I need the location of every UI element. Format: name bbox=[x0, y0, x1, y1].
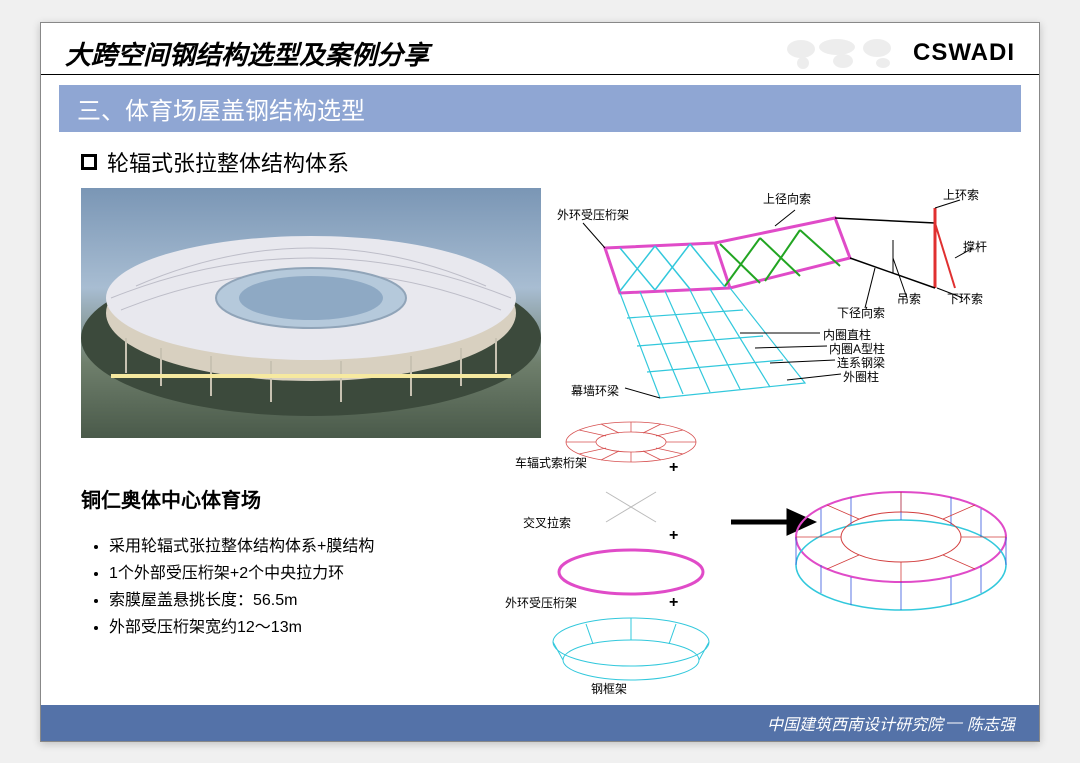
square-bullet-icon bbox=[81, 154, 97, 170]
assy-label-spoke: 车辐式索桁架 bbox=[515, 454, 587, 471]
section-heading-text: 轮辐式张拉整体结构体系 bbox=[107, 146, 349, 178]
label-hanger: 吊索 bbox=[897, 290, 921, 307]
assy-label-outer-truss: 外环受压桁架 bbox=[505, 594, 577, 611]
footer-bar: 中国建筑西南设计研究院 — 陈志强 bbox=[41, 705, 1039, 741]
footer-sep: — bbox=[947, 714, 963, 732]
svg-text:+: + bbox=[669, 459, 678, 476]
header-right: CSWADI bbox=[779, 33, 1015, 73]
project-bullets: 采用轮辐式张拉整体结构体系+膜结构 1个外部受压桁架+2个中央拉力环 索膜屋盖悬… bbox=[81, 533, 541, 642]
label-lower-ring: 下环索 bbox=[947, 290, 983, 307]
label-upper-radial: 上径向索 bbox=[763, 190, 811, 207]
label-lower-radial: 下径向索 bbox=[837, 304, 885, 321]
assy-label-steel-frame: 钢框架 bbox=[591, 680, 627, 697]
stadium-rendering bbox=[81, 188, 541, 438]
footer-org: 中国建筑西南设计研究院 bbox=[767, 711, 943, 735]
bullet-item: 采用轮辐式张拉整体结构体系+膜结构 bbox=[109, 533, 541, 560]
left-column: 铜仁奥体中心体育场 采用轮辐式张拉整体结构体系+膜结构 1个外部受压桁架+2个中… bbox=[81, 188, 541, 642]
svg-text:+: + bbox=[669, 527, 678, 544]
assembly-diagram: + + + bbox=[501, 412, 1021, 702]
label-strut: 撑杆 bbox=[963, 238, 987, 255]
label-outer-col: 外圈柱 bbox=[843, 368, 879, 385]
label-curtain-ring: 幕墙环梁 bbox=[571, 382, 619, 399]
right-column: 外环受压桁架 上径向索 上环索 撑杆 下环索 吊索 下径向索 内圈直柱 内圈A型… bbox=[565, 188, 999, 418]
assy-label-cross: 交叉拉索 bbox=[523, 514, 571, 531]
world-map-icon bbox=[779, 33, 899, 73]
bullet-item: 1个外部受压桁架+2个中央拉力环 bbox=[109, 560, 541, 587]
label-upper-ring: 上环索 bbox=[943, 186, 979, 203]
header: 大跨空间钢结构选型及案例分享 CSWADI bbox=[41, 23, 1039, 75]
svg-text:+: + bbox=[669, 594, 678, 611]
bullet-item: 外部受压桁架宽约12～13m bbox=[109, 614, 541, 641]
section-diagram: 外环受压桁架 上径向索 上环索 撑杆 下环索 吊索 下径向索 内圈直柱 内圈A型… bbox=[565, 188, 985, 418]
main-title: 大跨空间钢结构选型及案例分享 bbox=[65, 35, 429, 72]
slide: 大跨空间钢结构选型及案例分享 CSWADI 三、体育场屋盖钢结构选型 轮辐式张拉… bbox=[40, 22, 1040, 742]
bullet-item: 索膜屋盖悬挑长度：56.5m bbox=[109, 587, 541, 614]
section-heading: 轮辐式张拉整体结构体系 bbox=[81, 146, 999, 178]
subtitle-bar: 三、体育场屋盖钢结构选型 bbox=[59, 85, 1021, 132]
content-area: 轮辐式张拉整体结构体系 bbox=[41, 132, 1039, 642]
label-outer-truss: 外环受压桁架 bbox=[557, 206, 629, 223]
company-logo: CSWADI bbox=[913, 39, 1015, 67]
footer-author: 陈志强 bbox=[967, 711, 1015, 735]
project-name: 铜仁奥体中心体育场 bbox=[81, 484, 541, 513]
